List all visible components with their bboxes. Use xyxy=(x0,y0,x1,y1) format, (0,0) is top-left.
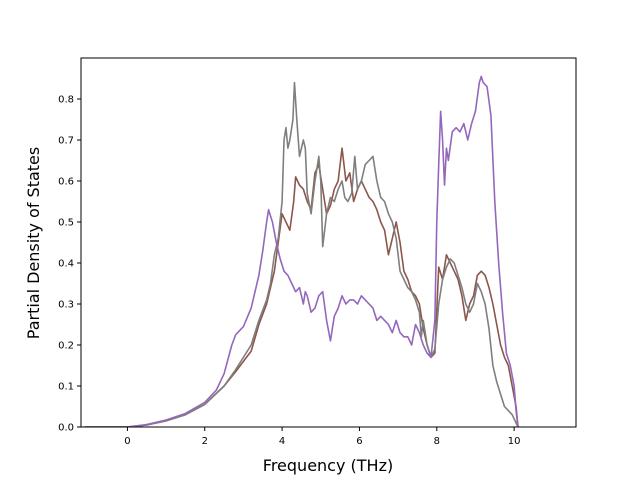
y-tick-label: 0.7 xyxy=(58,136,74,147)
axes: 0 2 4 6 8 10 0.0 0.1 0.2 0.3 0.4 0.5 0.6 0.7 0.8 xyxy=(58,57,577,447)
x-tick-label: 0 xyxy=(124,436,130,447)
x-tick-label: 2 xyxy=(202,436,208,447)
y-tick-label: 0.3 xyxy=(58,300,74,311)
y-tick-label: 0.0 xyxy=(58,423,74,434)
y-axis-title: Partial Density of States xyxy=(24,147,43,339)
x-tick-label: 8 xyxy=(434,436,440,447)
y-tick-label: 0.8 xyxy=(58,95,74,106)
x-axis-title: Frequency (THz) xyxy=(263,456,393,475)
y-tick-label: 0.5 xyxy=(58,218,74,229)
series-line-2 xyxy=(84,81,519,427)
plot-area xyxy=(84,75,519,427)
y-tick-label: 0.2 xyxy=(58,341,74,352)
series-line-3 xyxy=(84,75,519,427)
y-tick-label: 0.4 xyxy=(58,259,74,270)
x-tick-label: 6 xyxy=(356,436,362,447)
plot-frame xyxy=(80,57,577,428)
y-tick-label: 0.6 xyxy=(58,177,74,188)
x-tick-label: 10 xyxy=(508,436,521,447)
x-tick-label: 4 xyxy=(279,436,285,447)
y-tick-label: 0.1 xyxy=(58,382,74,393)
series-line-1 xyxy=(84,147,519,427)
